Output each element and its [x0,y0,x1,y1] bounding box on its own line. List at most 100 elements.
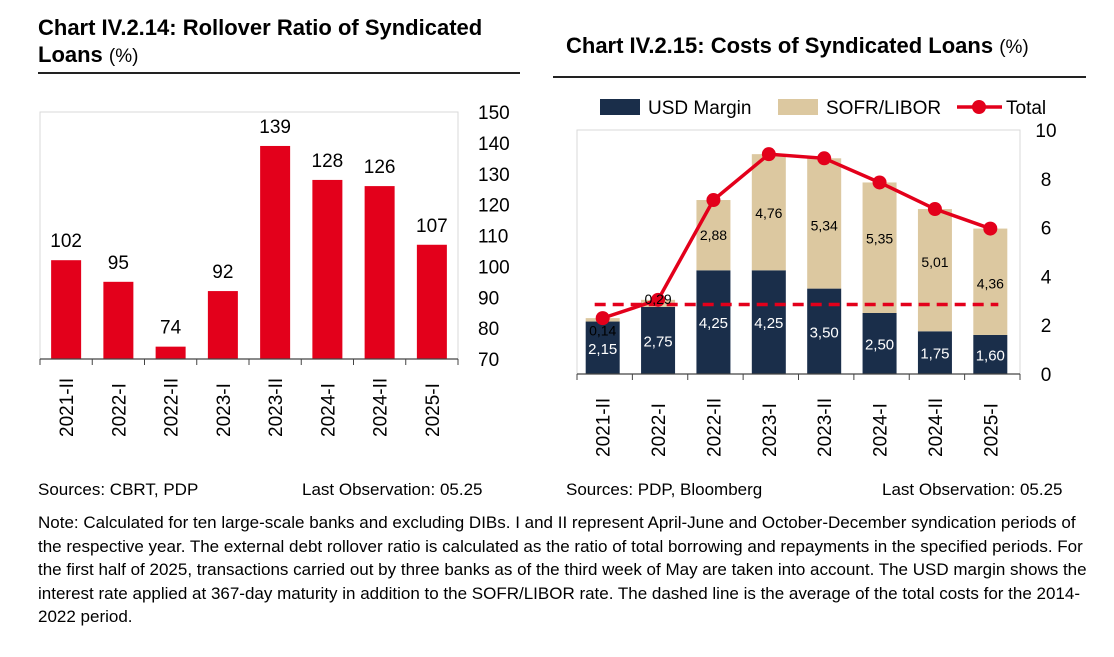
chart2-sofr-libor-label: 5,35 [866,230,893,246]
chart1-plot: 102 2021-II 95 2022-I 74 2022-II 92 2023-I 139 20… [39,103,510,437]
chart1-y-tick-label: 100 [478,257,510,278]
chart1-data-label: 107 [416,216,448,237]
chart2-usd-margin-label: 2,50 [865,337,894,354]
chart1-bar [260,145,291,359]
chart1-bar [364,186,395,359]
chart2-unit: (%) [999,37,1029,58]
chart2-y-tick-label: 10 [1035,121,1056,142]
chart2-x-tick-label: 2024-II [926,398,947,457]
chart1-bar [155,346,186,359]
chart2-x-tick-label: 2025-I [981,403,1002,457]
chart2-usd-margin-label: 2,75 [643,333,672,350]
chart1-y-tick-label: 80 [478,319,499,340]
chart2-bar-sofr-libor [862,182,897,313]
chart2-x-tick-label: 2022-I [649,403,670,457]
chart2-x-tick-label: 2022-II [704,398,725,457]
chart1-bar [312,179,343,359]
chart2-total-line [602,152,991,320]
chart2-total-point [595,311,610,326]
chart2-legend-swatch-total-marker [972,100,986,114]
chart1-y-tick-label: 90 [478,288,499,309]
chart2-bar-usd-margin [973,334,1008,374]
chart2-total-point [761,147,776,162]
chart2-bar-sofr-libor [751,154,786,271]
chart1-data-label: 92 [212,262,233,283]
chart1-data-label: 74 [160,318,182,339]
chart2-x-tick-label: 2023-I [760,403,781,457]
chart2-bar-usd-margin [917,331,952,374]
chart2-legend-label-usd-margin: USD Margin [648,98,751,119]
chart2-y-tick-label: 0 [1041,365,1052,386]
chart2-y-tick-label: 6 [1041,219,1052,240]
chart1-last-observation: Last Observation: 05.25 [302,480,483,499]
chart2-bar-usd-margin [641,306,676,374]
chart1-y-tick-label: 140 [478,134,510,155]
chart1-y-tick-label: 150 [478,103,510,124]
chart2-y-tick-label: 4 [1041,267,1052,288]
chart2-bar-usd-margin [862,313,897,374]
chart2-total-point [872,175,887,190]
chart1-data-label: 139 [259,117,291,138]
chart1-data-label: 102 [50,231,82,252]
chart2-legend-swatch-sofr-libor [778,99,818,115]
chart2-bar-usd-margin [751,270,786,374]
chart2-legend-swatch-usd-margin [600,99,640,115]
chart2-usd-margin-label: 2,15 [588,341,617,358]
chart2-bar-sofr-libor [917,209,952,332]
chart2-title-rule [553,76,1086,78]
chart1-title-text: Chart IV.2.14: Rollover Ratio of Syndica… [38,15,483,67]
chart1-bar [416,244,447,359]
chart2-sofr-libor-label: 0,29 [644,291,671,307]
chart1-bar [207,291,238,359]
chart1-y-tick-label: 110 [478,227,508,248]
chart2-y-tick-label: 2 [1041,316,1052,337]
chart1-y-tick-label: 130 [478,165,510,186]
chart2-x-tick-label: 2021-II [594,398,615,457]
chart2-usd-margin-label: 1,75 [920,346,949,363]
chart1-x-tick-label: 2022-I [109,383,130,437]
chart2-bar-usd-margin [585,321,620,374]
chart1-data-label: 128 [312,151,344,172]
chart2-sofr-libor-label: 0,14 [589,323,616,339]
chart1-unit: (%) [108,46,139,67]
chart2-x-tick-label: 2024-I [871,403,892,457]
chart2-title-text: Chart IV.2.15: Costs of Syndicated Loans [566,33,994,58]
chart2-usd-margin-label: 3,50 [810,324,839,341]
chart2-sofr-libor-label: 5,34 [811,217,838,233]
chart2-total-point [651,292,666,307]
chart2-usd-margin-label: 4,25 [699,315,728,332]
chart1-x-tick-label: 2022-II [162,378,183,437]
chart1-x-tick-label: 2021-II [57,378,78,437]
chart2-bar-sofr-libor [973,228,1008,335]
chart1-bar [103,281,134,359]
chart2-last-observation: Last Observation: 05.25 [882,480,1063,499]
chart2-bar-sofr-libor [807,158,842,289]
chart1-data-label: 126 [364,157,396,178]
chart2-usd-margin-label: 1,60 [976,347,1005,364]
chart2-plot: 2021-II 2022-I 2022-II 2023-I 2023-II 2024-I 2… [576,98,1057,457]
chart2-sources: Sources: PDP, Bloomberg [566,480,763,499]
chart2-bar-usd-margin [696,270,731,374]
chart2-title: Chart IV.2.15: Costs of Syndicated Loans… [566,32,1086,61]
chart1-title-rule [38,72,520,74]
chart2-total-point [983,221,998,236]
chart2-usd-margin-label: 4,25 [754,315,783,332]
chart1-x-tick-label: 2023-II [266,378,287,437]
chart2-sofr-libor-label: 4,36 [977,276,1004,292]
chart1-x-tick-label: 2024-II [371,378,392,437]
chart1-data-label: 95 [108,253,129,274]
chart2-legend-label-total: Total [1006,98,1046,119]
chart1-y-tick-label: 70 [478,350,499,371]
chart2-x-tick-label: 2023-II [815,398,836,457]
chart1-y-tick-label: 120 [478,196,510,217]
chart2-total-point [706,193,721,208]
chart2-legend-label-sofr-libor: SOFR/LIBOR [826,98,941,119]
chart2-total-point [817,151,832,166]
chart2-total-point [927,202,942,217]
chart1-bar [51,260,82,359]
chart2-y-tick-label: 8 [1041,170,1052,191]
chart1-x-tick-label: 2025-I [423,383,444,437]
chart1-x-tick-label: 2024-I [318,383,339,437]
chart1-sources: Sources: CBRT, PDP [38,480,199,499]
chart2-bar-sofr-libor [696,200,731,271]
